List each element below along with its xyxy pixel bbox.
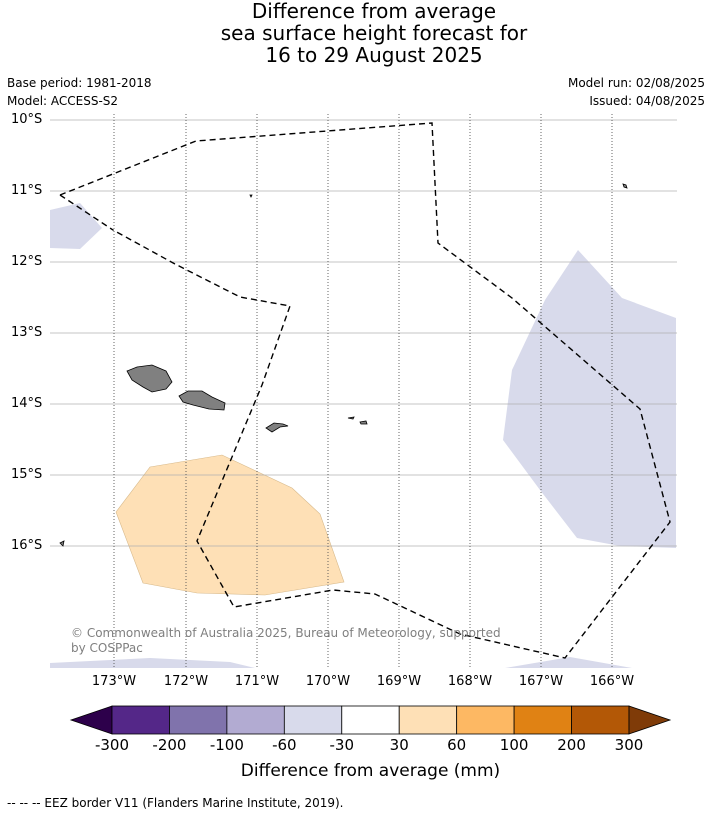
anomaly-area-negative-southeast (505, 657, 632, 668)
lat-label: 12°S (11, 254, 43, 269)
lat-label: 10°S (11, 112, 43, 127)
lat-label: 13°S (11, 325, 43, 340)
colorbar-tick-label: -60 (272, 736, 297, 754)
land-savaii (126, 364, 173, 393)
colorbar-segment (226, 705, 285, 735)
colorbar-segment (283, 705, 343, 735)
land-ofu (347, 416, 355, 420)
colorbar-tick-label: 200 (557, 736, 586, 754)
colorbar-label: Difference from average (mm) (240, 761, 501, 781)
anomaly-areas (50, 203, 676, 668)
lon-label: 173°W (91, 674, 137, 689)
colorbar-segment (169, 705, 228, 735)
lat-label: 16°S (11, 538, 43, 553)
chart-title: Difference from average sea surface heig… (0, 0, 713, 66)
meta-left: Base period: 1981-2018 Model: ACCESS-S2 (7, 74, 152, 110)
eez-legend-note: -- -- -- EEZ border V11 (Flanders Marine… (7, 796, 344, 810)
lat-label: 14°S (11, 396, 43, 411)
colorbar-extend-low (69, 705, 113, 735)
copyright-notice: © Commonwealth of Australia 2025, Bureau… (71, 626, 501, 655)
colorbar (69, 705, 672, 735)
land-islet-west (59, 540, 65, 547)
colorbar-segment (571, 705, 630, 735)
colorbar-tick-label: -30 (329, 736, 355, 754)
land-areas (59, 183, 628, 547)
lat-label: 15°S (11, 467, 43, 482)
colorbar-segment (341, 705, 400, 735)
lat-label: 11°S (11, 183, 43, 198)
model-run: Model run: 02/08/2025 (567, 76, 705, 90)
colorbar-tick-label: -200 (152, 736, 187, 754)
colorbar-segment (111, 705, 170, 735)
land-tau (359, 420, 368, 425)
title-line-3: 16 to 29 August 2025 (265, 43, 483, 67)
title-line-2: sea surface height forecast for (220, 21, 528, 45)
meta-right: Model run: 02/08/2025 Issued: 04/08/2025 (568, 74, 705, 110)
base-period: Base period: 1981-2018 (7, 76, 152, 90)
colorbar-tick-label: 100 (499, 736, 529, 754)
anomaly-area-negative-east (503, 250, 676, 548)
eez-borders (59, 122, 671, 659)
land-islet-north (249, 194, 253, 198)
eez-samoa (59, 122, 671, 659)
colorbar-segment (456, 705, 515, 735)
colorbar-tick-label: -300 (94, 736, 130, 754)
anomaly-area-positive (115, 454, 345, 596)
lon-label: 170°W (305, 674, 351, 689)
title-line-1: Difference from average (251, 0, 497, 23)
land-upolu (178, 390, 226, 411)
lon-label: 172°W (163, 674, 209, 689)
colorbar-extend-high (628, 705, 672, 735)
colorbar-tick-label: 300 (614, 736, 644, 754)
colorbar-tick-label: 60 (447, 736, 467, 754)
lon-label: 169°W (376, 674, 422, 689)
colorbar-tick-label: -100 (209, 736, 244, 754)
lon-label: 166°W (589, 674, 635, 689)
land-islet-east (622, 183, 628, 189)
anomaly-area-negative-south (50, 658, 255, 668)
lon-gridlines (113, 114, 613, 668)
model-name: Model: ACCESS-S2 (7, 94, 119, 108)
issued-date: Issued: 04/08/2025 (589, 94, 705, 108)
eez-inner (59, 194, 114, 231)
land-tutuila (265, 422, 289, 433)
colorbar-tick-label: 30 (389, 736, 409, 754)
anomaly-area-negative-west (50, 203, 102, 249)
colorbar-segment (513, 705, 572, 735)
lon-label: 168°W (447, 674, 493, 689)
lon-label: 167°W (518, 674, 564, 689)
lon-label: 171°W (234, 674, 280, 689)
lat-gridlines (50, 119, 677, 547)
colorbar-segment (398, 705, 458, 735)
